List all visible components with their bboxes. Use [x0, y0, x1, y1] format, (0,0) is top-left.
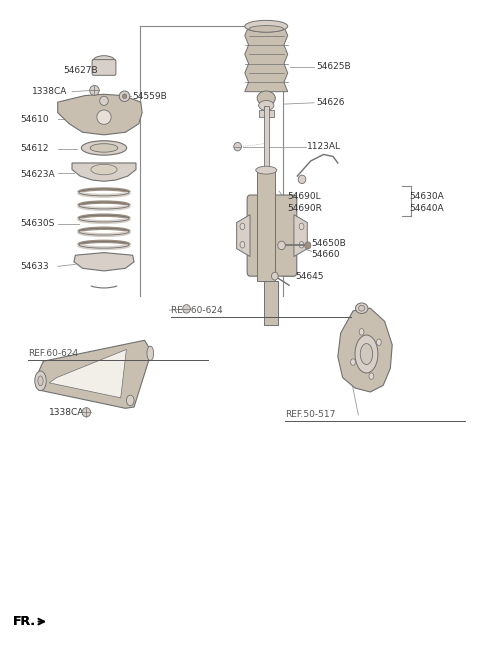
Ellipse shape — [360, 344, 372, 365]
Text: 54627B: 54627B — [63, 66, 98, 75]
Ellipse shape — [93, 56, 116, 68]
Ellipse shape — [369, 373, 374, 379]
Ellipse shape — [298, 175, 306, 183]
Text: FR.: FR. — [13, 615, 36, 628]
Text: 54626: 54626 — [316, 99, 345, 107]
Ellipse shape — [119, 91, 130, 101]
Ellipse shape — [257, 91, 276, 105]
Ellipse shape — [350, 359, 355, 365]
Bar — [259, 110, 274, 116]
Ellipse shape — [359, 306, 365, 311]
Text: 54690R: 54690R — [288, 204, 323, 213]
Ellipse shape — [97, 110, 111, 124]
Ellipse shape — [299, 242, 304, 248]
Polygon shape — [245, 26, 288, 92]
Ellipse shape — [359, 328, 364, 335]
Polygon shape — [74, 252, 134, 271]
Text: 54690L: 54690L — [288, 192, 321, 201]
Polygon shape — [58, 95, 142, 135]
Ellipse shape — [100, 97, 108, 105]
Text: 54645: 54645 — [295, 271, 324, 281]
Text: 1338CA: 1338CA — [49, 408, 84, 417]
Ellipse shape — [376, 339, 381, 346]
Text: 54640A: 54640A — [409, 204, 444, 213]
Text: 54630A: 54630A — [409, 192, 444, 201]
Ellipse shape — [38, 376, 43, 386]
Text: 54630S: 54630S — [21, 219, 55, 229]
Ellipse shape — [356, 303, 368, 313]
Text: 54610: 54610 — [21, 115, 49, 124]
Polygon shape — [237, 215, 250, 256]
Ellipse shape — [256, 166, 277, 174]
FancyBboxPatch shape — [92, 60, 116, 76]
Ellipse shape — [91, 164, 117, 175]
Ellipse shape — [259, 101, 274, 110]
Text: REF.60-624: REF.60-624 — [28, 349, 78, 358]
Ellipse shape — [35, 371, 46, 391]
Ellipse shape — [299, 223, 304, 230]
Text: 54612: 54612 — [21, 144, 49, 153]
Text: REF 60-624: REF 60-624 — [171, 306, 222, 315]
Ellipse shape — [183, 305, 191, 313]
Ellipse shape — [278, 241, 285, 250]
Text: 1338CA: 1338CA — [33, 87, 68, 96]
Text: 54623A: 54623A — [21, 170, 55, 179]
Ellipse shape — [240, 242, 245, 248]
Ellipse shape — [90, 85, 99, 95]
Polygon shape — [49, 350, 126, 398]
Ellipse shape — [234, 143, 241, 151]
Ellipse shape — [249, 26, 283, 32]
Ellipse shape — [81, 141, 127, 155]
Text: FR.: FR. — [13, 615, 36, 628]
Ellipse shape — [122, 94, 127, 99]
Text: 54633: 54633 — [21, 262, 49, 271]
Text: 54650B: 54650B — [312, 239, 347, 248]
Ellipse shape — [126, 396, 134, 406]
Text: 54660: 54660 — [312, 250, 340, 259]
Ellipse shape — [245, 20, 288, 32]
Ellipse shape — [305, 242, 311, 249]
Ellipse shape — [272, 272, 278, 280]
Text: 1123AL: 1123AL — [307, 142, 341, 151]
Ellipse shape — [82, 407, 91, 417]
Text: REF.50-517: REF.50-517 — [285, 411, 336, 419]
Ellipse shape — [90, 144, 118, 152]
FancyBboxPatch shape — [247, 195, 297, 276]
Ellipse shape — [355, 335, 378, 373]
Bar — [264, 281, 278, 325]
Polygon shape — [38, 340, 149, 408]
Polygon shape — [72, 163, 136, 181]
Bar — [257, 170, 276, 281]
Ellipse shape — [240, 223, 245, 230]
Polygon shape — [294, 215, 307, 256]
Ellipse shape — [147, 346, 154, 361]
Text: 54559B: 54559B — [132, 92, 168, 101]
Bar — [264, 106, 269, 173]
Text: 54625B: 54625B — [316, 62, 351, 72]
Polygon shape — [338, 308, 392, 392]
